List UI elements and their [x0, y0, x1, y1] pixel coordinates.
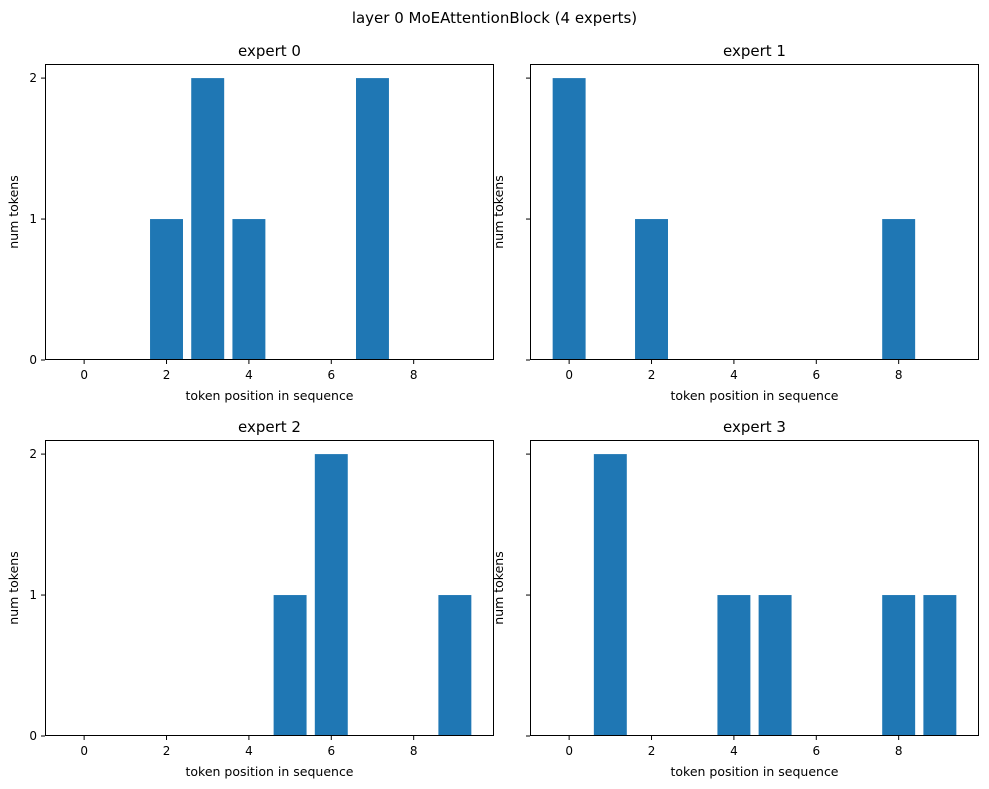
- subplot-title: expert 1: [723, 42, 786, 60]
- y-tick-label: 0: [29, 353, 37, 367]
- subplot-expert-0: 0 2 4 6 8 0 1 2 expert 0 token position in sequen…: [6, 42, 494, 403]
- x-axis-label: token position in sequence: [185, 388, 353, 403]
- bar-expert-0-pos-7: [356, 78, 389, 360]
- subplot-title: expert 0: [238, 42, 301, 60]
- x-tick-label: 6: [327, 744, 335, 758]
- x-tick-label: 4: [245, 368, 253, 382]
- bar-expert-3-pos-4: [717, 595, 751, 736]
- subplot-title: expert 3: [723, 418, 786, 436]
- x-tick-label: 4: [730, 744, 738, 758]
- bar-expert-3-pos-5: [758, 595, 792, 736]
- x-tick-label: 2: [163, 368, 171, 382]
- bar-expert-2-pos-5: [273, 595, 307, 736]
- x-tick-label: 4: [730, 368, 738, 382]
- y-tick-label: 2: [29, 447, 37, 461]
- subplot-grid: 0 2 4 6 8 0 1 2 expert 0 token position in sequen…: [6, 42, 979, 779]
- bar-expert-0-pos-2: [150, 219, 183, 360]
- subplot-expert-2: 0 2 4 6 8 0 1 2 expert 2 token position in sequen…: [6, 418, 494, 779]
- y-tick-label: 2: [29, 71, 37, 85]
- x-tick-label: 2: [163, 744, 171, 758]
- bar-expert-3-pos-9: [923, 595, 957, 736]
- bar-expert-1-pos-0: [552, 78, 586, 360]
- y-axis-label: num tokens: [6, 175, 21, 248]
- bar-expert-0-pos-3: [191, 78, 225, 360]
- y-axis-label: num tokens: [491, 175, 506, 248]
- bar-expert-3-pos-1: [593, 454, 627, 736]
- axes-frame: [45, 64, 494, 360]
- x-tick-label: 8: [410, 368, 418, 382]
- x-tick-label: 8: [410, 744, 418, 758]
- axes-frame: [530, 440, 979, 736]
- axes-frame: [530, 64, 979, 360]
- axes-frame: [45, 440, 494, 736]
- subplot-expert-3: 0 2 4 6 8 expert 3 token position in sequence n…: [491, 418, 979, 779]
- bar-expert-0-pos-4: [232, 219, 266, 360]
- subplot-expert-1: 0 2 4 6 8 expert 1 token position in sequence n…: [491, 42, 979, 403]
- x-tick-label: 0: [565, 744, 573, 758]
- x-tick-label: 8: [895, 744, 903, 758]
- bar-expert-3-pos-8: [882, 595, 916, 736]
- bar-expert-2-pos-9: [438, 595, 472, 736]
- x-axis-label: token position in sequence: [185, 764, 353, 779]
- y-axis-label: num tokens: [6, 551, 21, 624]
- y-tick-label: 1: [29, 212, 37, 226]
- bar-expert-1-pos-8: [882, 219, 916, 360]
- x-tick-label: 6: [812, 368, 820, 382]
- y-tick-label: 1: [29, 588, 37, 602]
- x-axis-label: token position in sequence: [670, 388, 838, 403]
- y-axis-label: num tokens: [491, 551, 506, 624]
- x-tick-label: 0: [80, 744, 88, 758]
- x-tick-label: 6: [812, 744, 820, 758]
- x-tick-label: 0: [80, 368, 88, 382]
- x-tick-label: 2: [648, 744, 656, 758]
- x-tick-label: 0: [565, 368, 573, 382]
- bar-expert-1-pos-2: [635, 219, 668, 360]
- x-axis-label: token position in sequence: [670, 764, 838, 779]
- x-tick-label: 4: [245, 744, 253, 758]
- bar-expert-2-pos-6: [314, 454, 348, 736]
- x-tick-label: 2: [648, 368, 656, 382]
- x-tick-label: 8: [895, 368, 903, 382]
- subplot-title: expert 2: [238, 418, 301, 436]
- figure-title: layer 0 MoEAttentionBlock (4 experts): [352, 9, 637, 27]
- x-tick-label: 6: [327, 368, 335, 382]
- y-tick-label: 0: [29, 729, 37, 743]
